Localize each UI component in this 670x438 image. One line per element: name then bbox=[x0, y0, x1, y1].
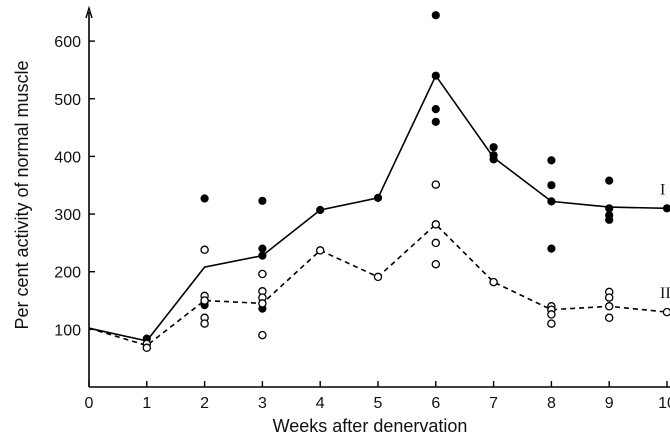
series-label-1: I bbox=[660, 181, 665, 198]
data-point-series-1 bbox=[605, 204, 614, 213]
data-point-series-1 bbox=[258, 251, 267, 260]
data-point-series-2 bbox=[604, 313, 614, 323]
data-point-series-1 bbox=[547, 244, 556, 253]
x-tick-label: 0 bbox=[85, 395, 94, 412]
data-point-series-2 bbox=[489, 277, 498, 287]
data-point-series-1 bbox=[431, 11, 440, 20]
data-point-series-2 bbox=[604, 293, 614, 302]
data-point-series-1 bbox=[431, 117, 440, 126]
data-points bbox=[142, 11, 670, 353]
data-point-series-1 bbox=[431, 71, 440, 80]
x-tick-label: 9 bbox=[605, 395, 614, 412]
data-point-series-2 bbox=[258, 330, 267, 340]
y-tick-label: 200 bbox=[54, 265, 81, 282]
x-tick-label: 7 bbox=[489, 395, 498, 412]
series-label-2: II bbox=[660, 285, 670, 302]
data-point-series-2 bbox=[373, 272, 383, 282]
series-line-1 bbox=[88, 74, 668, 342]
y-axis-arrow bbox=[85, 5, 93, 19]
data-point-series-1 bbox=[605, 215, 614, 224]
x-tick-label: 10 bbox=[658, 395, 670, 412]
series-line-2 bbox=[88, 223, 668, 347]
data-point-series-2 bbox=[431, 180, 441, 189]
data-point-series-1 bbox=[373, 193, 383, 202]
x-tick-label: 8 bbox=[547, 395, 556, 412]
data-point-series-2 bbox=[142, 343, 152, 353]
y-tick-label: 100 bbox=[54, 322, 81, 339]
x-tick-label: 1 bbox=[142, 395, 151, 412]
data-point-series-1 bbox=[662, 204, 670, 213]
data-point-series-2 bbox=[547, 310, 556, 319]
data-point-series-2 bbox=[315, 246, 325, 255]
data-point-series-1 bbox=[431, 105, 440, 114]
data-point-series-1 bbox=[547, 197, 556, 206]
y-tick-label: 400 bbox=[54, 149, 81, 166]
data-point-series-2 bbox=[662, 307, 670, 317]
axes bbox=[85, 5, 670, 388]
data-point-series-1 bbox=[258, 244, 267, 253]
data-point-series-2 bbox=[547, 319, 556, 328]
data-point-series-2 bbox=[258, 269, 267, 279]
data-point-series-1 bbox=[605, 176, 614, 185]
x-tick-label: 2 bbox=[200, 395, 209, 412]
y-tick-label: 500 bbox=[54, 92, 81, 109]
x-tick-label: 3 bbox=[258, 395, 267, 412]
x-tick-label: 5 bbox=[374, 395, 383, 412]
data-point-series-1 bbox=[547, 181, 556, 190]
data-point-series-2 bbox=[431, 259, 441, 269]
labels: 0 1 2 3 4 5 6 7 8 9 10 100 200 300 400 500 600 Weeks afte… bbox=[12, 34, 670, 436]
data-point-series-2 bbox=[200, 245, 209, 255]
x-tick-label: 4 bbox=[316, 395, 325, 412]
x-tick-label: 6 bbox=[431, 395, 440, 412]
data-point-series-1 bbox=[489, 143, 498, 152]
data-point-series-1 bbox=[316, 205, 325, 215]
x-axis-title: Weeks after denervation bbox=[273, 416, 468, 436]
data-point-series-1 bbox=[258, 196, 267, 205]
y-tick-label: 600 bbox=[54, 34, 81, 51]
y-tick-label: 300 bbox=[54, 207, 81, 224]
data-point-series-2 bbox=[200, 296, 209, 305]
data-point-series-2 bbox=[431, 220, 441, 229]
data-point-series-1 bbox=[489, 155, 498, 164]
data-point-series-1 bbox=[200, 194, 209, 203]
y-axis-title: Per cent activity of normal muscle bbox=[12, 60, 32, 329]
data-point-series-2 bbox=[431, 238, 441, 248]
data-point-series-2 bbox=[200, 319, 209, 328]
series-lines bbox=[88, 74, 668, 347]
data-point-series-2 bbox=[258, 299, 267, 308]
data-point-series-1 bbox=[547, 156, 556, 165]
data-point-series-2 bbox=[604, 302, 614, 311]
